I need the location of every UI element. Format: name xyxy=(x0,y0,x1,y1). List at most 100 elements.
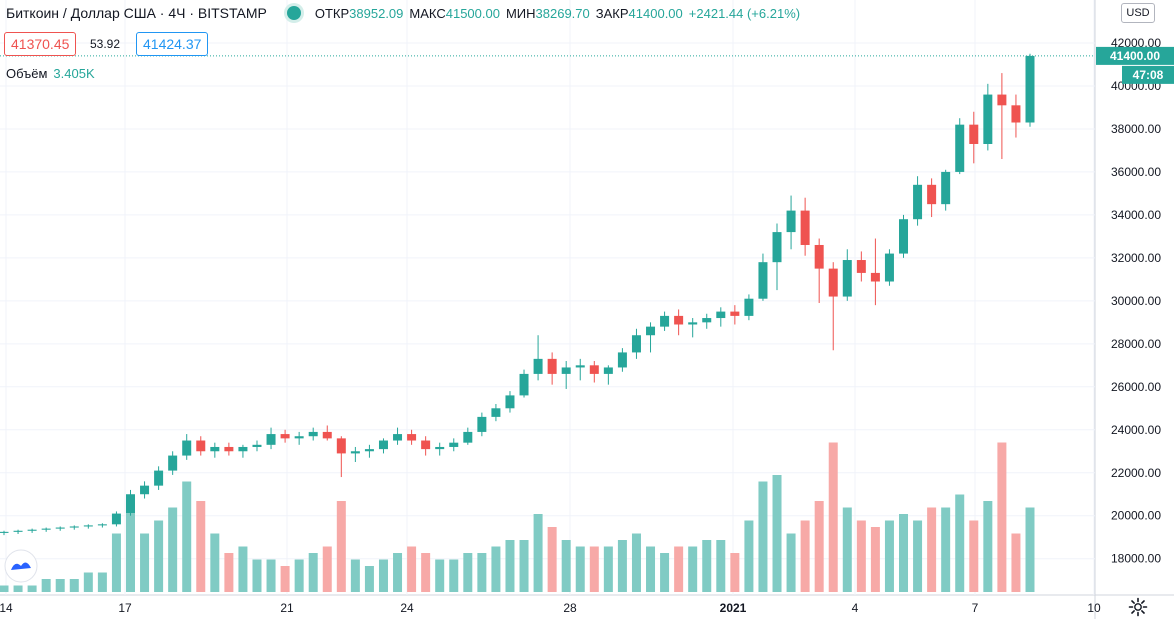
y-tick-label: 28000.00 xyxy=(1111,337,1161,351)
candle-body xyxy=(210,446,220,452)
volume-bar xyxy=(828,442,838,592)
candle-body xyxy=(435,446,445,450)
volume-bar xyxy=(505,540,515,592)
volume-bar xyxy=(983,501,993,592)
volume-bar xyxy=(997,442,1007,592)
volume-bar xyxy=(308,553,318,592)
candle-body xyxy=(702,318,712,323)
last-price-label: 41400.00 xyxy=(1110,49,1160,63)
volume-bar xyxy=(13,585,23,592)
candle-body xyxy=(575,365,585,368)
candle-body xyxy=(41,528,51,530)
candle-body xyxy=(477,416,487,432)
volume-bar xyxy=(730,553,740,592)
candle-body xyxy=(294,436,304,439)
volume-bar xyxy=(69,579,79,592)
candle-body xyxy=(519,373,529,396)
volume-bar xyxy=(168,507,178,592)
low-value: 38269.70 xyxy=(535,5,590,21)
volume-bar xyxy=(575,546,585,592)
candle-body xyxy=(646,326,656,336)
candle-body xyxy=(814,244,824,269)
volume-bar xyxy=(899,514,909,592)
y-tick-label: 26000.00 xyxy=(1111,380,1161,394)
volume-bar xyxy=(646,546,656,592)
volume-value: 3.405K xyxy=(53,66,95,81)
volume-bar xyxy=(449,559,459,592)
candle-body xyxy=(1011,105,1021,123)
symbol-title[interactable]: Биткоин / Доллар США · 4Ч · BITSTAMP xyxy=(6,5,267,21)
bid-price-box[interactable]: 41370.45 xyxy=(4,32,77,56)
volume-bar xyxy=(758,481,768,592)
x-tick-label: 4 xyxy=(852,601,859,615)
volume-bar xyxy=(688,546,698,592)
candle-body xyxy=(547,358,557,374)
candle-body xyxy=(730,311,740,316)
change-value: +2421.44 (+6.21%) xyxy=(688,5,801,21)
volume-bar xyxy=(336,501,346,592)
symbol-header: Биткоин / Доллар США · 4Ч · BITSTAMP ОТК… xyxy=(6,3,806,23)
candle-body xyxy=(533,358,543,374)
countdown-tag xyxy=(1122,65,1174,84)
candle-body xyxy=(603,367,613,374)
candle-body xyxy=(196,440,206,452)
candle-body xyxy=(1025,55,1035,123)
y-tick-label: 18000.00 xyxy=(1111,552,1161,566)
candle-body xyxy=(870,272,880,282)
candle-body xyxy=(393,434,403,441)
currency-button[interactable]: USD xyxy=(1121,3,1155,23)
volume-bar xyxy=(140,533,150,592)
candle-body xyxy=(364,449,374,452)
volume-bar xyxy=(884,520,894,592)
volume-bar xyxy=(378,559,388,592)
volume-bar xyxy=(322,546,332,592)
volume-bar xyxy=(927,507,937,592)
candle-body xyxy=(224,446,234,452)
y-tick-label: 24000.00 xyxy=(1111,423,1161,437)
open-value: 38952.09 xyxy=(349,5,404,21)
volume-bar xyxy=(491,546,501,592)
candle-body xyxy=(913,184,923,220)
volume-bar xyxy=(603,546,613,592)
candle-body xyxy=(111,513,121,525)
close-value: 41400.00 xyxy=(628,5,683,21)
volume-bar xyxy=(224,553,234,592)
volume-bar xyxy=(617,540,627,592)
candle-body xyxy=(828,268,838,297)
candle-body xyxy=(899,219,909,254)
candle-body xyxy=(744,298,754,316)
volume-bar xyxy=(744,520,754,592)
volume-label: Объём xyxy=(6,66,48,81)
y-tick-label: 34000.00 xyxy=(1111,208,1161,222)
countdown-label: 47:08 xyxy=(1133,68,1164,82)
ask-price-box[interactable]: 41424.37 xyxy=(136,32,209,56)
volume-bar xyxy=(913,520,923,592)
y-tick-label: 42000.00 xyxy=(1111,36,1161,50)
candle-body xyxy=(955,124,965,172)
volume-bar xyxy=(463,553,473,592)
volume-bar xyxy=(27,585,37,592)
candle-body xyxy=(97,524,107,526)
volume-bar xyxy=(210,533,220,592)
volume-bar xyxy=(842,507,852,592)
high-value: 41500.00 xyxy=(445,5,500,21)
close-label: ЗАКР xyxy=(595,5,629,21)
volume-bar xyxy=(41,579,51,592)
candle-body xyxy=(983,94,993,144)
x-tick-label: 2021 xyxy=(720,601,747,615)
volume-bar xyxy=(97,572,107,592)
volume-bar xyxy=(716,540,726,592)
volume-bar xyxy=(477,553,487,592)
candle-body xyxy=(505,395,515,409)
candle-body xyxy=(27,529,37,531)
volume-bar xyxy=(561,540,571,592)
last-price-tag xyxy=(1096,46,1174,65)
candle-body xyxy=(660,315,670,327)
candle-body xyxy=(336,438,346,454)
volume-bar xyxy=(519,540,529,592)
volume-bar xyxy=(280,566,290,592)
settings-gear-icon[interactable] xyxy=(1128,597,1148,617)
volume-bar xyxy=(702,540,712,592)
volume-bar xyxy=(266,559,276,592)
